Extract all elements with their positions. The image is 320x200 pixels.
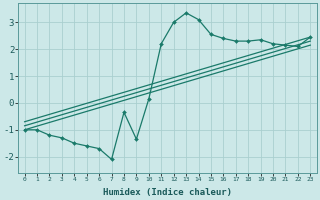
X-axis label: Humidex (Indice chaleur): Humidex (Indice chaleur)	[103, 188, 232, 197]
